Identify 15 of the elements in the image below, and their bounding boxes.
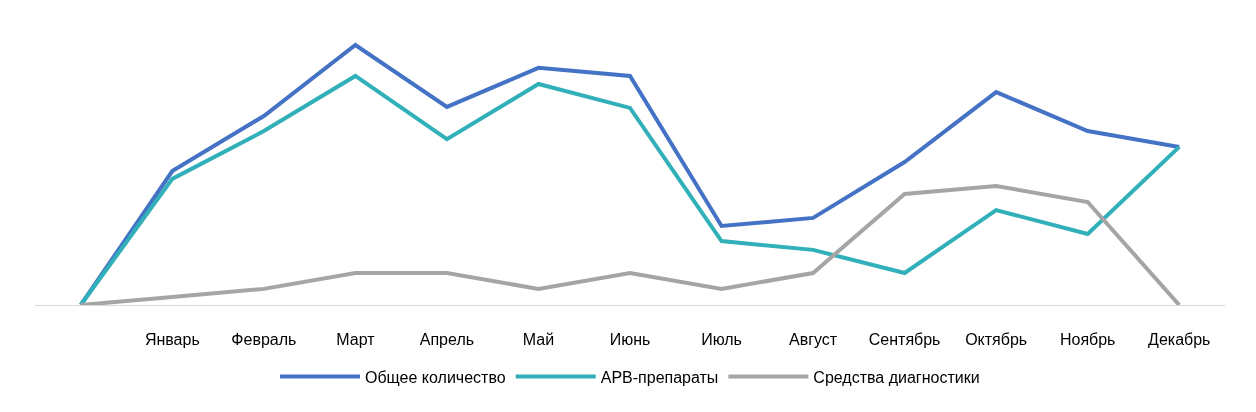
x-tick-label: Март — [336, 331, 376, 349]
x-tick-label: Январь — [144, 331, 200, 349]
x-tick-label: Декабрь — [1148, 331, 1211, 349]
x-tick-label: Май — [522, 331, 555, 349]
x-tick-label: Апрель — [419, 331, 475, 349]
x-tick-label: Февраль — [231, 331, 297, 349]
x-tick-label: Июль — [701, 331, 742, 349]
legend-label: Общее количество — [365, 368, 506, 386]
x-tick-label: Сентябрь — [868, 331, 941, 349]
x-tick-label: Август — [789, 331, 838, 349]
x-tick-label: Октябрь — [965, 331, 1028, 349]
x-tick-label: Июнь — [609, 331, 651, 349]
legend-label: АРВ-препараты — [600, 368, 719, 386]
legend-label: Средства диагностики — [813, 368, 980, 386]
x-tick-label: Ноябрь — [1059, 331, 1116, 349]
